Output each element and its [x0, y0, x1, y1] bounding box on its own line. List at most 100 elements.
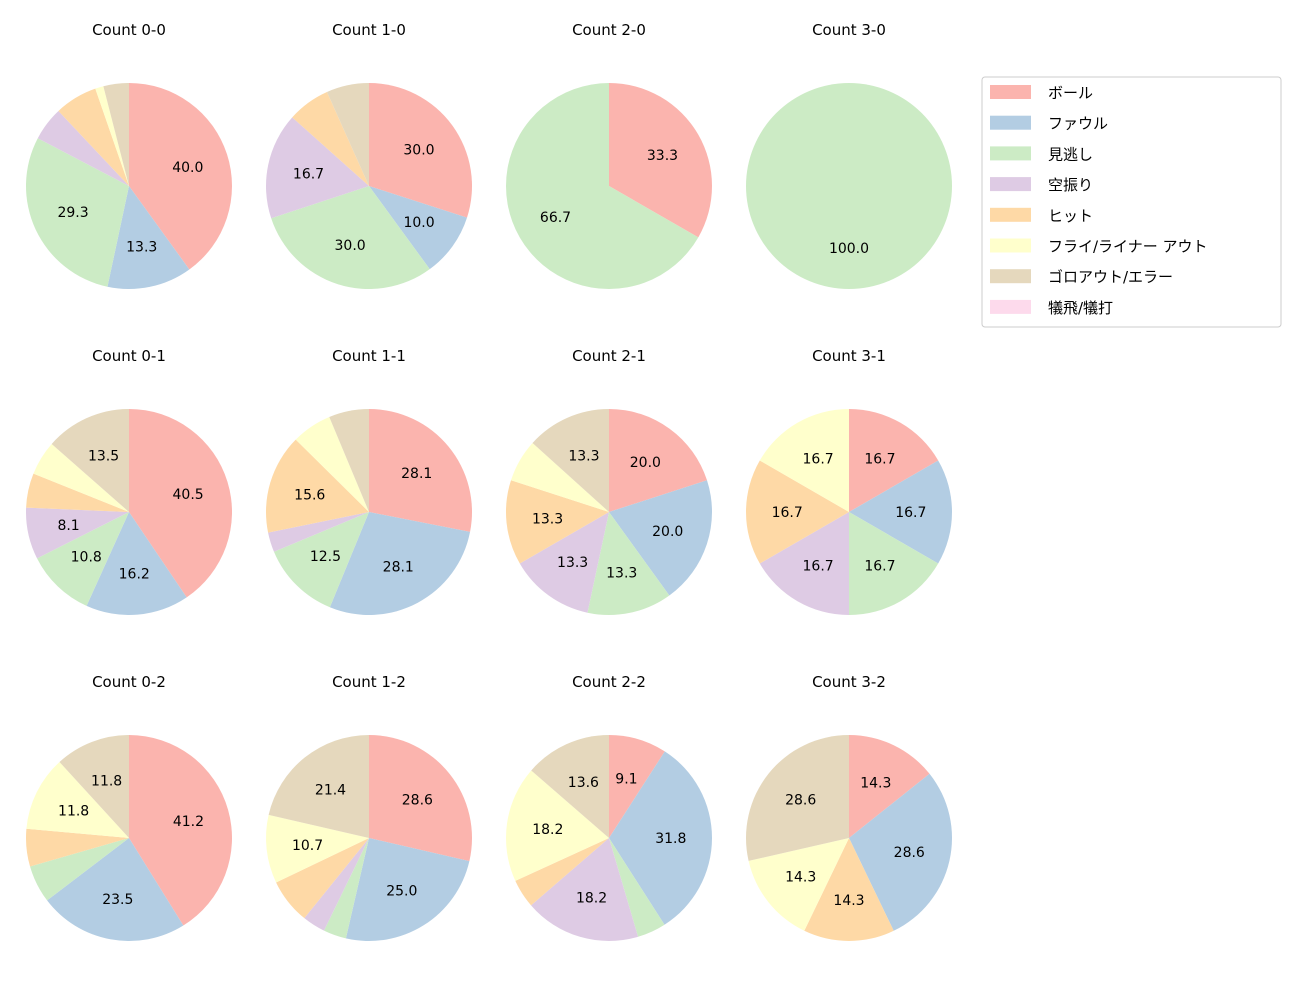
- pie-slice: [369, 186, 468, 270]
- slice-label: 8.1: [57, 518, 79, 534]
- pie-title: Count 3-2: [812, 673, 886, 691]
- slice-label: 20.0: [630, 455, 661, 471]
- pie-slice: [746, 460, 849, 564]
- pie-slice: [268, 512, 369, 552]
- legend-swatch: [990, 269, 1031, 284]
- slice-label: 16.7: [293, 166, 324, 182]
- slice-label: 16.7: [864, 559, 895, 575]
- pie-count-3-1: Count 3-1 16.7 16.7 16.7 16.7 16.7 16.7: [746, 347, 952, 615]
- slice-label: 16.7: [803, 559, 834, 575]
- pie-title: Count 1-1: [332, 347, 406, 365]
- slice-label: 14.3: [785, 870, 816, 886]
- pie-slice: [26, 507, 130, 559]
- pie-slice: [759, 409, 849, 512]
- legend-frame: [981, 76, 1282, 328]
- pie-slice: [51, 409, 129, 512]
- slice-label: 12.5: [310, 549, 341, 565]
- pie-slice: [58, 88, 130, 186]
- pie-count-3-0: Count 3-0 100.0: [746, 21, 952, 289]
- pie-slice: [531, 735, 609, 838]
- pie-title: Count 3-0: [812, 21, 886, 39]
- pie-slice: [59, 735, 129, 838]
- pie-title: Count 2-0: [572, 21, 646, 39]
- slice-label: 13.3: [606, 565, 637, 581]
- legend-swatch: [990, 115, 1031, 130]
- pie-count-0-0: Count 0-0 40.0 13.3 29.3: [26, 21, 232, 290]
- pie-count-1-1: Count 1-1 28.1 28.1 12.5 15.6: [266, 347, 473, 615]
- slice-label: 18.2: [532, 822, 563, 838]
- legend-swatch: [990, 177, 1031, 192]
- slice-label: 28.1: [383, 559, 414, 575]
- pie-slice: [271, 186, 430, 289]
- legend-entry: ヒット: [1048, 207, 1093, 225]
- pie-slice: [748, 838, 849, 931]
- pie-slice: [609, 751, 712, 925]
- pie-slice: [295, 416, 369, 512]
- pie-count-2-1: Count 2-1 20.0 20.0 13.3 13.3 13.3 13.3: [505, 347, 712, 615]
- pie-slice: [506, 770, 609, 881]
- pie-slice: [369, 735, 473, 862]
- legend-swatch: [990, 146, 1031, 161]
- slice-label: 13.6: [568, 775, 599, 791]
- legend-swatch: [990, 85, 1031, 99]
- pie-title: Count 0-2: [92, 673, 166, 691]
- pie-slice: [268, 735, 369, 838]
- slice-label: 29.3: [57, 205, 88, 221]
- pie-slice: [329, 512, 471, 615]
- pie-slice: [266, 814, 369, 883]
- pie-title: Count 0-0: [92, 21, 166, 39]
- slice-label: 10.0: [403, 215, 434, 231]
- pie-slice: [25, 828, 129, 867]
- pie-slice: [129, 83, 232, 270]
- pie-title: Count 0-1: [92, 347, 166, 365]
- pie-slice: [369, 83, 472, 218]
- pie-slice: [511, 442, 609, 512]
- legend-entry: ボール: [1048, 84, 1093, 102]
- pie-slice: [609, 735, 665, 838]
- pie-slice: [323, 838, 369, 939]
- pie-slice: [609, 838, 665, 937]
- slice-label: 100.0: [829, 241, 869, 257]
- pie-count-1-0: Count 1-0 30.0 10.0 30.0 16.7: [266, 21, 472, 289]
- pie-slice: [329, 409, 369, 512]
- pie-slice: [326, 83, 369, 186]
- pie-slice: [47, 838, 184, 942]
- pie-slice: [849, 460, 952, 564]
- legend-entry: 見逃し: [1048, 145, 1093, 163]
- pie-slice: [95, 86, 129, 186]
- pie-slice: [515, 838, 609, 906]
- pie-slice: [292, 91, 369, 186]
- slice-label: 16.7: [895, 505, 926, 521]
- pie-slice: [369, 409, 473, 532]
- pie-title: Count 2-2: [572, 673, 646, 691]
- slice-label: 40.5: [173, 487, 204, 503]
- pie-count-1-2: Count 1-2 28.6 25.0 10.7 21.4: [266, 673, 473, 941]
- pie-slice: [849, 409, 939, 512]
- slice-label: 10.8: [71, 550, 102, 566]
- slice-label: 21.4: [315, 783, 346, 799]
- pie-slice: [849, 773, 952, 931]
- pie-title: Count 1-0: [332, 21, 406, 39]
- pie-slice: [531, 838, 639, 941]
- slice-label: 15.6: [294, 487, 325, 503]
- pie-slice: [26, 761, 129, 838]
- pie-slice: [33, 443, 129, 512]
- slice-label: 66.7: [540, 210, 571, 226]
- pie-slice: [129, 409, 233, 598]
- pie-title: Count 1-2: [332, 673, 406, 691]
- pie-slice: [107, 186, 190, 290]
- slice-label: 16.7: [803, 451, 834, 467]
- pie-slice: [804, 838, 894, 941]
- pie-slice: [532, 409, 609, 512]
- pie-slice: [86, 512, 187, 615]
- legend-swatch: [990, 299, 1031, 314]
- slice-label: 40.0: [172, 160, 203, 176]
- pie-slice: [345, 838, 470, 941]
- legend-entry: 空振り: [1048, 176, 1093, 194]
- slice-label: 25.0: [386, 883, 417, 899]
- slice-label: 16.2: [119, 567, 150, 583]
- slice-label: 16.7: [772, 505, 803, 521]
- slice-label: 11.8: [91, 773, 122, 789]
